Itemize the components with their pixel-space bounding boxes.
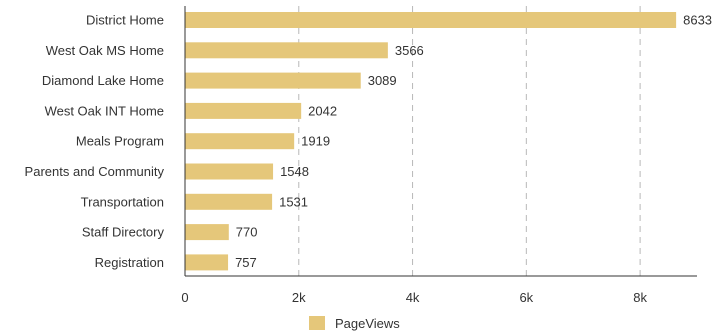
category-label: West Oak MS Home (46, 43, 164, 58)
data-label: 2042 (308, 103, 337, 118)
data-label: 1548 (280, 164, 309, 179)
category-label: Diamond Lake Home (42, 73, 164, 88)
data-label: 1919 (301, 134, 330, 149)
bar (185, 133, 295, 150)
category-label: Parents and Community (25, 164, 165, 179)
category-label: Registration (95, 255, 164, 270)
x-tick-label: 4k (406, 290, 420, 305)
data-label: 757 (235, 255, 257, 270)
grid-lines (298, 6, 641, 276)
x-tick-label: 6k (519, 290, 533, 305)
category-label: District Home (86, 13, 164, 28)
legend: PageViews (309, 316, 400, 331)
legend-swatch (309, 316, 325, 330)
category-label: Staff Directory (82, 225, 165, 240)
axes (184, 6, 697, 277)
x-tick-labels: 0 2k 4k 6k 8k (181, 290, 647, 305)
data-label: 3089 (368, 73, 397, 88)
bar (185, 193, 273, 210)
x-tick-label: 0 (181, 290, 188, 305)
bar (185, 224, 229, 241)
x-tick-label: 8k (633, 290, 647, 305)
category-labels: District Home West Oak MS Home Diamond Lak… (25, 13, 165, 270)
bars (185, 12, 677, 271)
bar (185, 102, 302, 119)
bar (185, 72, 361, 89)
data-label: 770 (236, 225, 258, 240)
data-label: 3566 (395, 43, 424, 58)
bar (185, 254, 229, 271)
category-label: West Oak INT Home (45, 103, 164, 118)
data-label: 8633 (683, 13, 712, 28)
bar (185, 42, 388, 59)
category-label: Transportation (81, 194, 164, 209)
x-tick-label: 2k (292, 290, 306, 305)
data-label: 1531 (279, 194, 308, 209)
category-label: Meals Program (76, 134, 164, 149)
value-labels: 8633 3566 3089 2042 1919 1548 1531 770 757 (235, 13, 712, 270)
bar (185, 163, 274, 180)
bar (185, 12, 677, 28)
legend-label: PageViews (335, 316, 400, 331)
